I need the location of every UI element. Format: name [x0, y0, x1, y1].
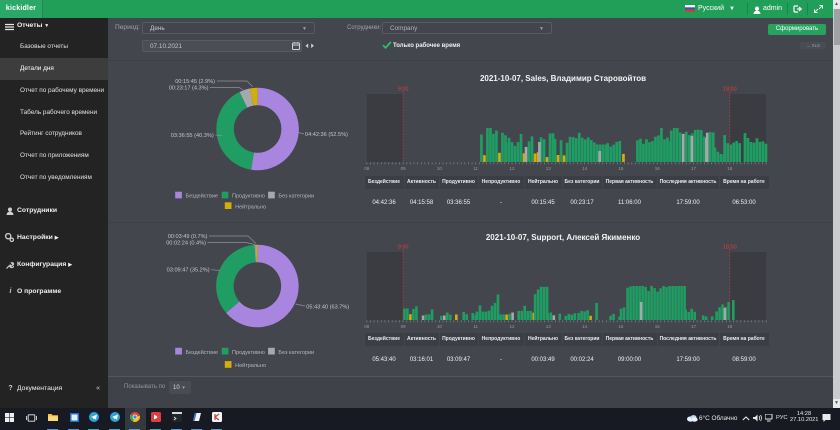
svg-text:Нейтрально: Нейтрально: [235, 203, 266, 210]
svg-text:16: 16: [655, 166, 661, 171]
svg-text:13: 13: [546, 324, 552, 329]
svg-text:15: 15: [618, 166, 624, 171]
svg-text:11: 11: [473, 324, 478, 329]
svg-text:18: 18: [727, 324, 733, 329]
svg-text:Продуктивно: Продуктивно: [232, 350, 265, 356]
svg-text:9:00: 9:00: [398, 245, 409, 251]
svg-text:9:00: 9:00: [398, 87, 409, 93]
svg-text:17: 17: [691, 166, 697, 171]
svg-text:00:15:45 (2.9%): 00:15:45 (2.9%): [175, 79, 215, 85]
svg-text:Бездействие: Бездействие: [186, 193, 219, 200]
svg-text:04:42:36 (52.5%): 04:42:36 (52.5%): [305, 132, 348, 138]
svg-text:00:03:49 (0.7%): 00:03:49 (0.7%): [168, 234, 208, 240]
svg-text:15: 15: [618, 324, 624, 329]
svg-text:10: 10: [437, 166, 443, 171]
svg-text:00:23:17 (4.3%): 00:23:17 (4.3%): [169, 86, 209, 92]
svg-text:08: 08: [364, 166, 370, 171]
svg-text:18:00: 18:00: [723, 87, 737, 93]
svg-text:Продуктивно: Продуктивно: [232, 194, 265, 200]
svg-text:12: 12: [509, 166, 515, 171]
svg-text:00:02:24 (0.4%): 00:02:24 (0.4%): [166, 241, 206, 247]
svg-text:10: 10: [437, 324, 443, 329]
svg-text:Бездействие: Бездействие: [186, 349, 219, 356]
svg-text:16: 16: [655, 324, 661, 329]
svg-text:08: 08: [364, 324, 370, 329]
svg-text:09: 09: [401, 324, 407, 329]
svg-text:Без категории: Без категории: [278, 194, 314, 200]
svg-text:18:00: 18:00: [723, 245, 737, 251]
svg-text:11: 11: [473, 166, 478, 171]
svg-text:18: 18: [727, 166, 733, 171]
svg-text:Нейтрально: Нейтрально: [235, 362, 266, 369]
svg-text:17: 17: [691, 324, 697, 329]
svg-text:14: 14: [582, 324, 588, 329]
svg-text:Без категории: Без категории: [278, 350, 314, 356]
svg-text:03:09:47 (35.2%): 03:09:47 (35.2%): [167, 268, 210, 274]
svg-text:05:43:40 (63.7%): 05:43:40 (63.7%): [306, 304, 349, 310]
svg-text:14: 14: [582, 166, 588, 171]
svg-text:12: 12: [509, 324, 515, 329]
svg-text:13: 13: [546, 166, 552, 171]
svg-text:09: 09: [401, 166, 407, 171]
svg-text:03:36:55 (40.3%): 03:36:55 (40.3%): [171, 133, 214, 139]
